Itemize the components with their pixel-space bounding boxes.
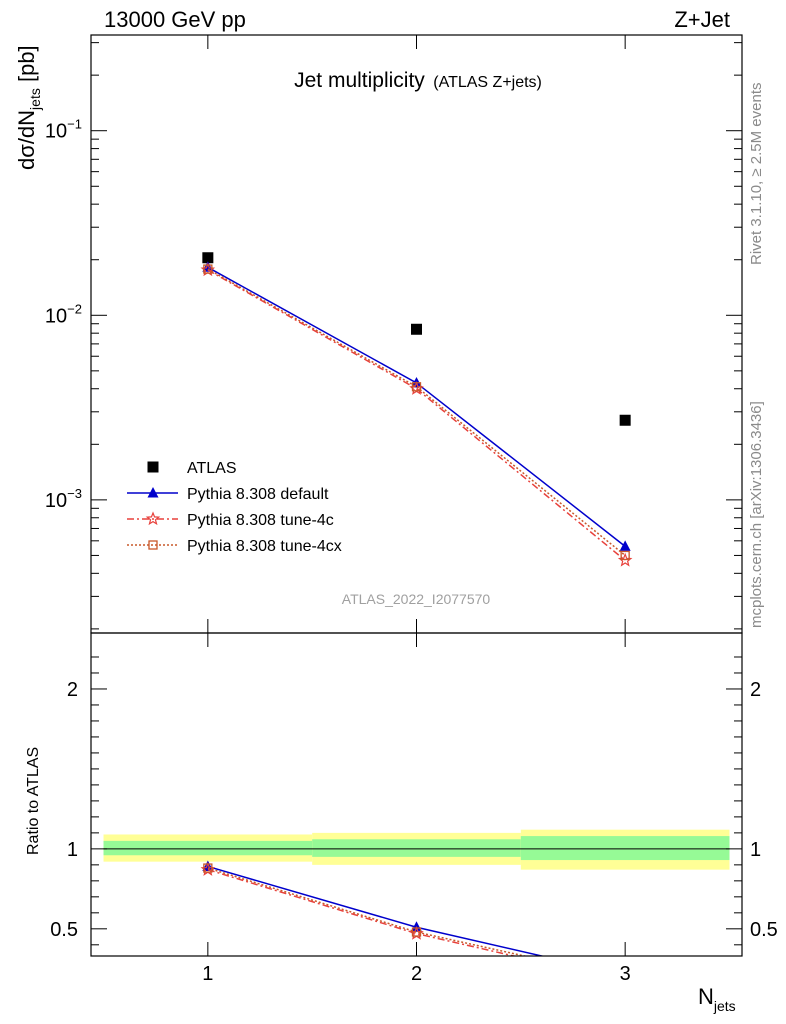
legend-marker <box>148 540 158 550</box>
ratio-plot-panel: 1 2 3 0.5 0.5 1 1 2 2 Ratio to ATLAS <box>25 632 778 985</box>
main-series-line <box>207 266 626 547</box>
legend-marker <box>147 461 159 473</box>
legend-label: Pythia 8.308 default <box>187 486 329 503</box>
y-axis-label: dσ/dNjets [pb] <box>14 45 43 170</box>
uncertainty-band-inner <box>520 836 730 861</box>
ratio-plot-frame <box>90 632 743 957</box>
ratio-y-tick-label-left: 1 <box>67 839 78 861</box>
ratio-series-line <box>207 867 528 956</box>
ratio-data-point <box>202 860 214 871</box>
ratio-y-tick-label-left: 2 <box>67 679 78 701</box>
mcplots-label: mcplots.cern.ch [arXiv:1306.3436] <box>748 401 765 628</box>
ratio-y-tick-label-right: 1 <box>750 839 761 861</box>
uncertainty-band-inner <box>103 840 313 856</box>
analysis-id-label: ATLAS_2022_I2077570 <box>342 591 491 607</box>
ratio-axis-ticks: 1 2 3 0.5 0.5 1 1 2 2 <box>50 633 778 985</box>
uncertainty-band-inner <box>312 839 521 857</box>
chart-title-main: Jet multiplicity <box>294 69 425 92</box>
y-axis-label-sub: jets <box>27 88 43 111</box>
main-data-point <box>202 261 214 272</box>
header-right: Z+Jet <box>674 7 730 32</box>
chart-title-sub: (ATLAS Z+jets) <box>433 74 542 91</box>
ratio-series-line <box>207 865 546 956</box>
main-y-tick-label: 10−2 <box>45 301 82 327</box>
main-data-point <box>619 540 631 551</box>
x-axis-label: Njets <box>698 984 736 1014</box>
main-y-tick-label: 10−1 <box>45 117 82 143</box>
legend-marker <box>147 487 159 498</box>
ratio-plot-content <box>103 829 730 956</box>
x-axis-label-main: N <box>698 984 714 1009</box>
main-data-point <box>411 382 422 392</box>
main-data-point <box>619 414 631 426</box>
header-left: 13000 GeV pp <box>104 7 246 32</box>
ratio-data-point <box>411 927 422 937</box>
legend-marker <box>145 511 161 526</box>
main-plot-content <box>200 252 633 567</box>
main-data-point <box>203 264 213 274</box>
x-axis-label-sub: jets <box>713 998 736 1014</box>
y-axis-label-unit: [pb] <box>14 45 39 88</box>
ratio-data-point <box>203 863 213 873</box>
legend-label: Pythia 8.308 tune-4cx <box>187 538 342 555</box>
x-tick-label: 2 <box>411 963 422 985</box>
main-data-point <box>411 323 422 335</box>
main-axis-ticks: 10−1 10−2 10−3 <box>45 35 742 633</box>
y-axis-label-main: dσ/dN <box>14 110 39 170</box>
ratio-y-tick-label-right: 0.5 <box>750 919 778 941</box>
main-series-line <box>207 269 626 561</box>
legend: ATLAS Pythia 8.308 default Pythia 8.308 tu… <box>127 460 342 555</box>
main-data-point <box>620 550 630 561</box>
main-y-tick-label: 10−3 <box>45 486 82 512</box>
chart-title: Jet multiplicity (ATLAS Z+jets) <box>294 69 542 92</box>
ratio-y-tick-label-left: 0.5 <box>50 919 78 941</box>
main-plot-panel: 10−1 10−2 10−3 Jet multiplicity (ATLAS Z+j… <box>14 34 743 634</box>
x-tick-label: 1 <box>202 963 213 985</box>
ratio-y-tick-label-right: 2 <box>750 679 761 701</box>
ratio-y-axis-label: Ratio to ATLAS <box>25 747 42 855</box>
legend-label: Pythia 8.308 tune-4c <box>187 512 334 529</box>
main-data-point <box>202 252 214 264</box>
ratio-clipped-group <box>103 829 730 956</box>
legend-label: ATLAS <box>187 460 237 477</box>
rivet-version-label: Rivet 3.1.10, ≥ 2.5M events <box>748 83 765 266</box>
x-tick-label: 3 <box>620 963 631 985</box>
